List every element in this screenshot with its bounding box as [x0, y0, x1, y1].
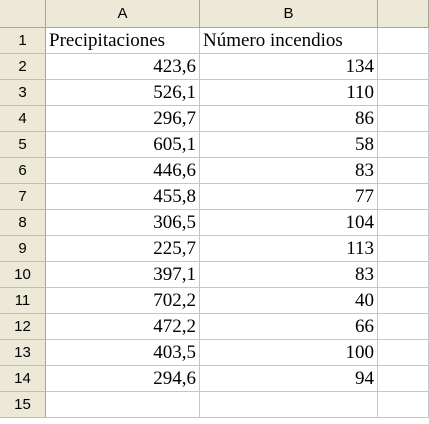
row-header[interactable]: 8: [0, 210, 46, 236]
cell-next[interactable]: [378, 158, 429, 184]
cell-b[interactable]: 66: [200, 314, 378, 340]
row-header[interactable]: 11: [0, 288, 46, 314]
cell-b[interactable]: 77: [200, 184, 378, 210]
cell-next[interactable]: [378, 314, 429, 340]
row-header[interactable]: 15: [0, 392, 46, 418]
cell-next[interactable]: [378, 28, 429, 54]
cell-a[interactable]: 455,8: [46, 184, 200, 210]
row-header[interactable]: 6: [0, 158, 46, 184]
row-header[interactable]: 7: [0, 184, 46, 210]
cell-b[interactable]: 83: [200, 158, 378, 184]
cell-a[interactable]: 225,7: [46, 236, 200, 262]
column-header-next[interactable]: [378, 0, 429, 28]
row-header[interactable]: 1: [0, 28, 46, 54]
cell-a[interactable]: 306,5: [46, 210, 200, 236]
cell-next[interactable]: [378, 210, 429, 236]
cell-b[interactable]: 113: [200, 236, 378, 262]
column-header-a[interactable]: A: [46, 0, 200, 28]
cell-a[interactable]: 294,6: [46, 366, 200, 392]
row-header[interactable]: 13: [0, 340, 46, 366]
row-header[interactable]: 3: [0, 80, 46, 106]
cell-b[interactable]: 134: [200, 54, 378, 80]
cell-a[interactable]: 526,1: [46, 80, 200, 106]
cell-next[interactable]: [378, 184, 429, 210]
cell-a[interactable]: [46, 392, 200, 418]
cell-b[interactable]: 94: [200, 366, 378, 392]
cell-b[interactable]: 104: [200, 210, 378, 236]
cell-b[interactable]: 86: [200, 106, 378, 132]
cell-b[interactable]: Número incendios: [200, 28, 378, 54]
cell-next[interactable]: [378, 262, 429, 288]
cell-next[interactable]: [378, 236, 429, 262]
cell-a[interactable]: 423,6: [46, 54, 200, 80]
cell-b[interactable]: 100: [200, 340, 378, 366]
cell-a[interactable]: 605,1: [46, 132, 200, 158]
row-header[interactable]: 5: [0, 132, 46, 158]
column-header-b[interactable]: B: [200, 0, 378, 28]
row-header[interactable]: 10: [0, 262, 46, 288]
cell-next[interactable]: [378, 54, 429, 80]
cell-b[interactable]: [200, 392, 378, 418]
row-header[interactable]: 4: [0, 106, 46, 132]
cell-next[interactable]: [378, 392, 429, 418]
row-header[interactable]: 2: [0, 54, 46, 80]
cell-b[interactable]: 83: [200, 262, 378, 288]
cell-next[interactable]: [378, 80, 429, 106]
row-header[interactable]: 14: [0, 366, 46, 392]
cell-next[interactable]: [378, 132, 429, 158]
cell-a[interactable]: 403,5: [46, 340, 200, 366]
cell-next[interactable]: [378, 106, 429, 132]
cell-a[interactable]: 472,2: [46, 314, 200, 340]
cell-b[interactable]: 40: [200, 288, 378, 314]
cell-a[interactable]: Precipitaciones: [46, 28, 200, 54]
cell-next[interactable]: [378, 366, 429, 392]
cell-a[interactable]: 296,7: [46, 106, 200, 132]
cell-next[interactable]: [378, 340, 429, 366]
cell-b[interactable]: 58: [200, 132, 378, 158]
cell-a[interactable]: 702,2: [46, 288, 200, 314]
cell-a[interactable]: 397,1: [46, 262, 200, 288]
cell-a[interactable]: 446,6: [46, 158, 200, 184]
select-all-corner[interactable]: [0, 0, 46, 28]
cell-b[interactable]: 110: [200, 80, 378, 106]
cell-next[interactable]: [378, 288, 429, 314]
row-header[interactable]: 12: [0, 314, 46, 340]
row-header[interactable]: 9: [0, 236, 46, 262]
